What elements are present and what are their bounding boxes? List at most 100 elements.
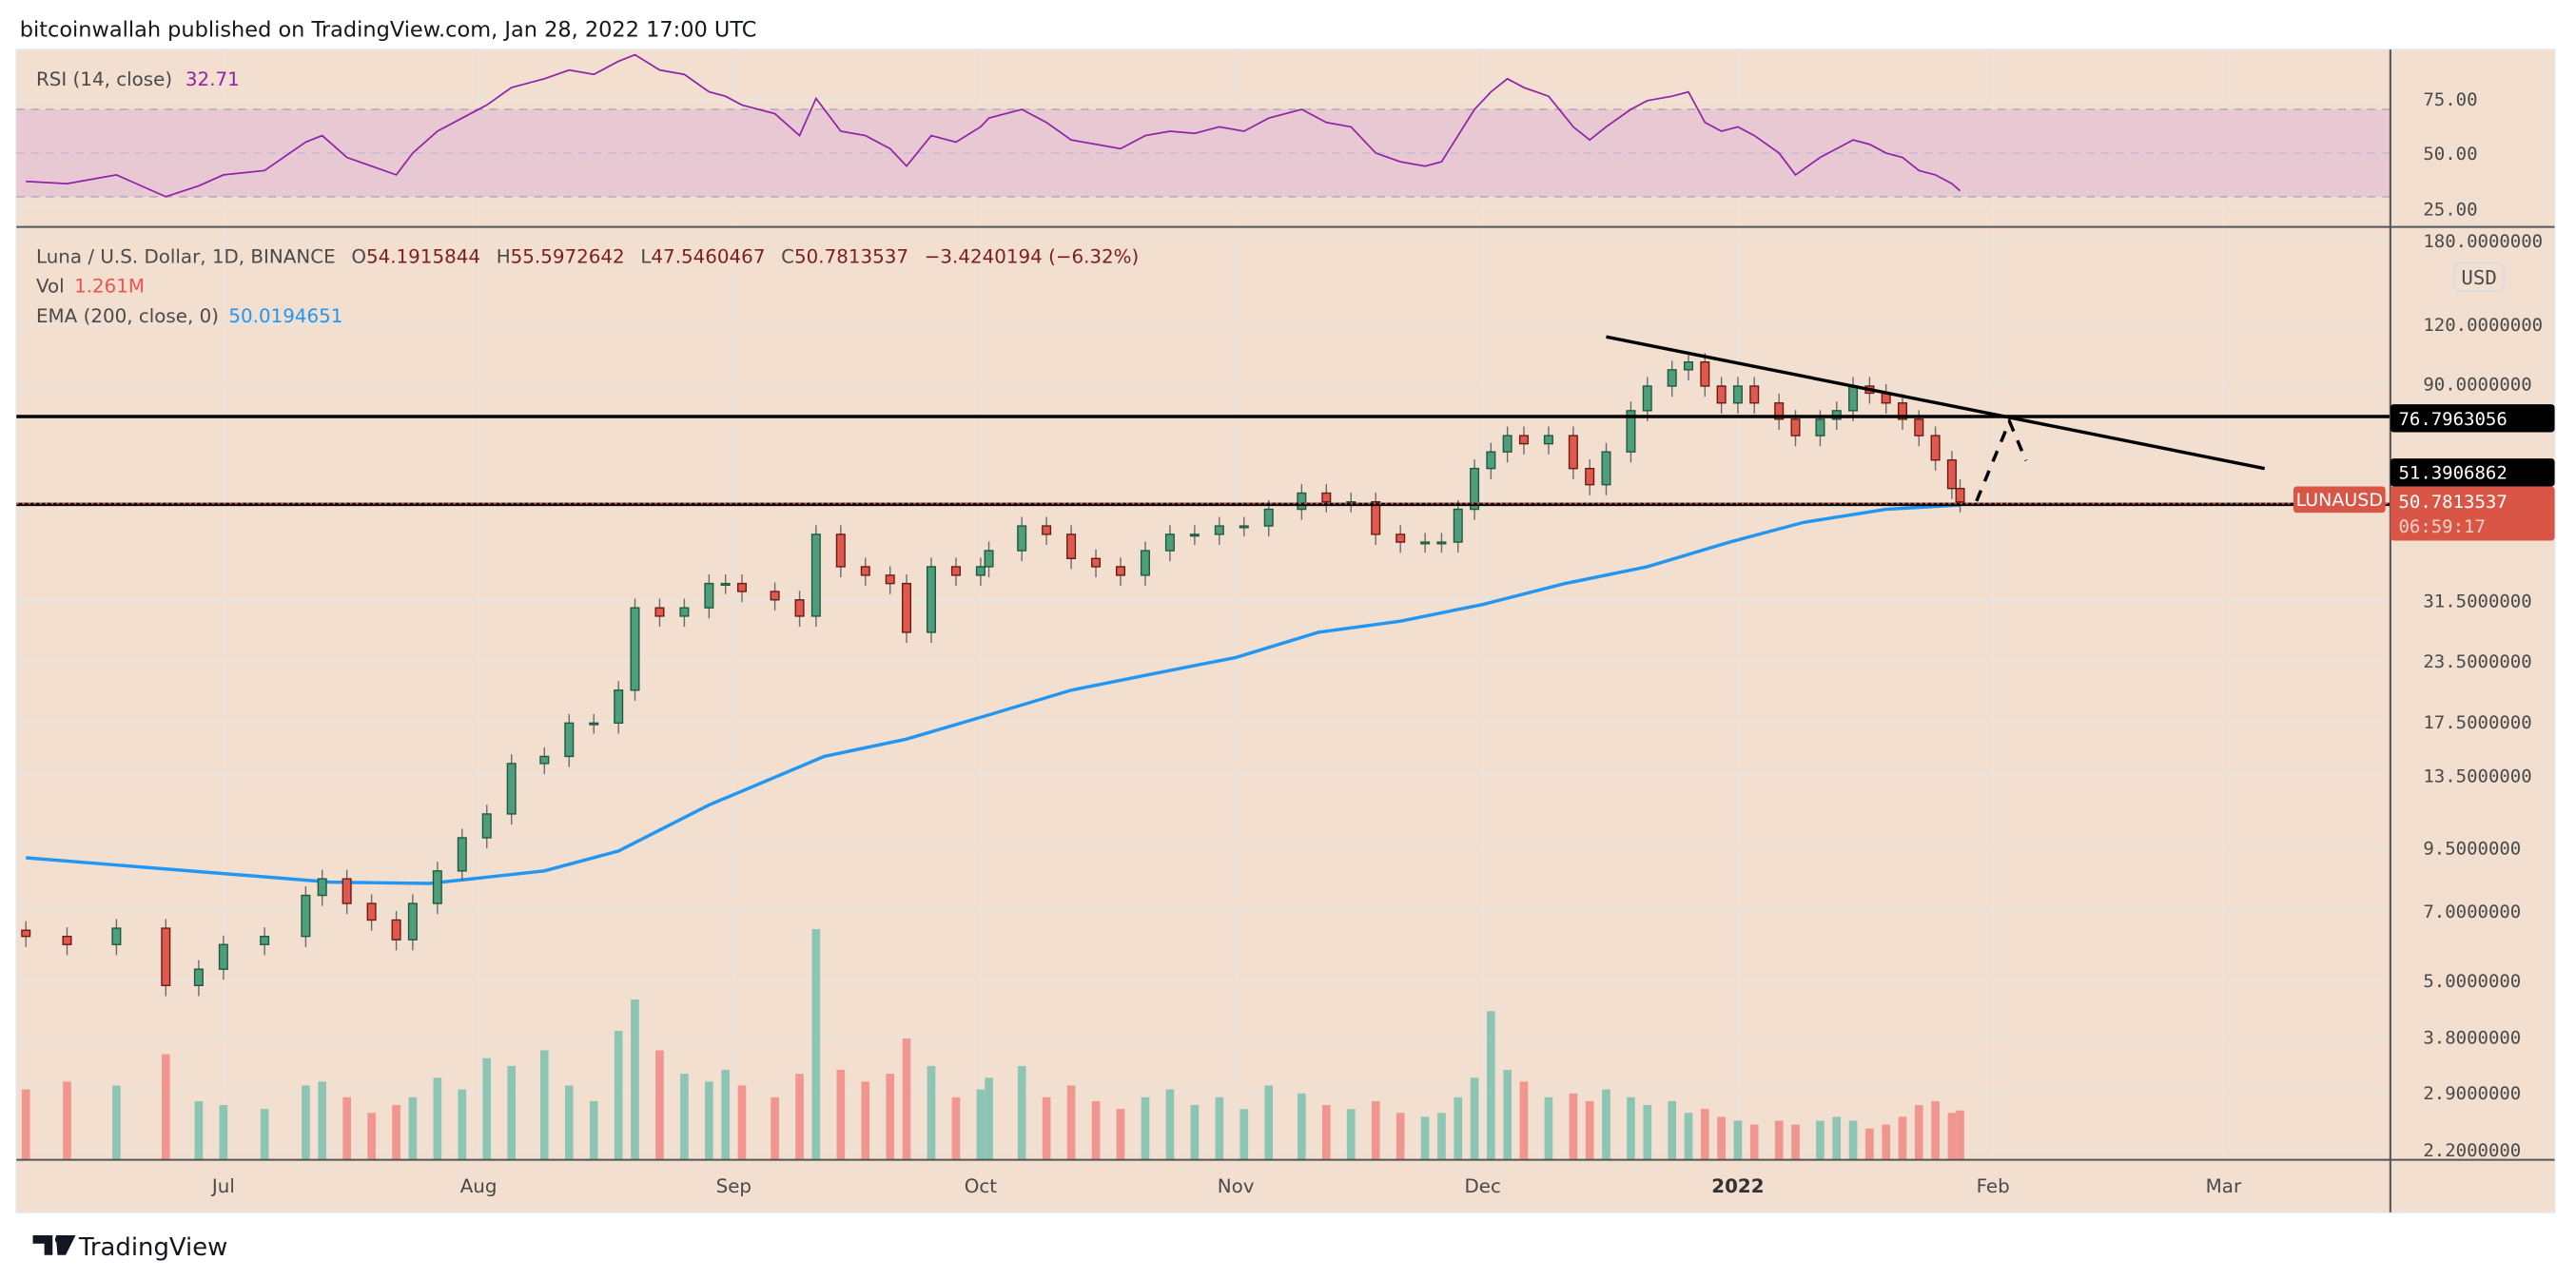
svg-text:76.7963056: 76.7963056 — [2398, 409, 2507, 430]
volume-bar — [367, 1113, 376, 1160]
time-tick-label: Oct — [965, 1175, 998, 1197]
volume-bar — [1544, 1096, 1553, 1160]
candle — [1642, 385, 1652, 412]
high-value: 55.5972642 — [511, 246, 625, 268]
volume-bar — [1931, 1100, 1940, 1160]
chart-background[interactable] — [15, 48, 2556, 1213]
symbol-tag: LUNAUSD — [2293, 486, 2386, 514]
volume-bar — [540, 1050, 549, 1160]
volume-bar — [1215, 1096, 1224, 1160]
volume-bar — [507, 1065, 517, 1160]
volume-bar — [161, 1054, 170, 1160]
resistance-price-label: 76.7963056 — [2390, 404, 2555, 433]
candle — [950, 566, 961, 576]
volume-bar — [1774, 1120, 1784, 1160]
candle — [1848, 385, 1859, 412]
volume-bar — [1091, 1100, 1101, 1160]
volume-legend: Vol 1.261M — [36, 276, 145, 298]
volume-bar — [927, 1065, 936, 1160]
price-tick-label: 3.8000000 — [2423, 1028, 2521, 1049]
volume-bar — [219, 1105, 228, 1160]
volume-bar — [1395, 1113, 1405, 1160]
volume-bar — [737, 1085, 747, 1160]
volume-bar — [1321, 1105, 1331, 1160]
published-header: bitcoinwallah published on TradingView.c… — [20, 17, 757, 42]
volume-bar — [886, 1074, 895, 1160]
usd-badge[interactable]: USD — [2453, 262, 2505, 292]
volume-bar — [655, 1050, 664, 1160]
time-tick-label: Feb — [1977, 1175, 2010, 1197]
time-tick-label: Mar — [2206, 1175, 2242, 1197]
volume-bar — [1898, 1116, 1907, 1160]
candle — [1684, 360, 1694, 371]
volume-bar — [458, 1089, 467, 1160]
candle — [1732, 385, 1743, 404]
volume-bar — [985, 1077, 993, 1160]
candle — [1091, 557, 1102, 568]
volume-bar — [1454, 1096, 1463, 1160]
symbol-name: Luna / U.S. Dollar, 1D, BINANCE — [36, 246, 336, 268]
candle — [1946, 459, 1957, 490]
volume-bar — [408, 1096, 418, 1160]
drawings[interactable] — [16, 335, 2391, 507]
price-tick-label: 2.2000000 — [2423, 1140, 2521, 1161]
price-tick-label: 120.0000000 — [2423, 315, 2543, 336]
candle — [1263, 508, 1274, 527]
candle — [1420, 541, 1431, 545]
rsi-tick: 25.00 — [2423, 200, 2477, 221]
candle — [720, 582, 731, 587]
volume-bar — [1956, 1110, 1964, 1160]
volume-bars — [21, 929, 1964, 1160]
volume-bar — [1816, 1120, 1825, 1160]
price-tick-label: 90.0000000 — [2423, 374, 2531, 395]
rsi-value: 32.71 — [185, 68, 240, 90]
volume-bar — [1627, 1096, 1635, 1160]
volume-bar — [1914, 1105, 1923, 1160]
time-axis[interactable]: Jul Aug Sep Oct Nov Dec 2022 Feb Mar — [210, 1175, 2242, 1197]
candle — [506, 763, 517, 815]
volume-bar — [1420, 1116, 1430, 1160]
candle — [1189, 533, 1200, 537]
candle — [1502, 435, 1512, 453]
volume-bar — [1684, 1113, 1693, 1160]
svg-text:USD: USD — [2461, 266, 2496, 289]
volume-bar — [1470, 1077, 1479, 1160]
price-tick-label: 180.0000000 — [2423, 231, 2543, 252]
candle — [1486, 451, 1496, 470]
volume-bar — [1848, 1120, 1858, 1160]
candle — [589, 722, 599, 726]
bar-countdown: 06:59:17 — [2398, 516, 2485, 537]
volume-bar — [1569, 1093, 1578, 1160]
rsi-tick: 50.00 — [2423, 144, 2477, 165]
ema-200-line — [26, 503, 1961, 885]
rsi-pane[interactable]: RSI (14, close) 32.71 75.00 50.00 25.00 — [16, 53, 2478, 221]
volume-bar — [1882, 1124, 1890, 1160]
close-value: 50.7813537 — [794, 246, 908, 268]
price-axis[interactable]: 180.0000000 120.0000000 90.0000000 31.50000… — [2423, 231, 2543, 1161]
candle — [317, 878, 327, 897]
candle — [391, 919, 401, 941]
volume-bar — [1832, 1116, 1842, 1160]
svg-text:50.7813537: 50.7813537 — [2398, 492, 2507, 513]
tradingview-logo[interactable]: TradingView — [32, 1233, 228, 1262]
candles — [21, 353, 1965, 997]
time-tick-label: Jul — [210, 1175, 235, 1197]
volume-bar — [302, 1085, 310, 1160]
svg-text:51.3906862: 51.3906862 — [2398, 463, 2507, 484]
candle — [62, 935, 72, 945]
volume-bar — [614, 1030, 623, 1160]
candle — [1115, 566, 1126, 576]
time-tick-label: Nov — [1218, 1175, 1255, 1197]
rsi-line — [26, 53, 1961, 198]
candle — [794, 599, 805, 617]
tradingview-brand: TradingView — [78, 1233, 227, 1262]
rsi-label: RSI (14, close) — [36, 68, 172, 90]
candle — [1066, 533, 1077, 560]
volume-bar — [902, 1038, 911, 1160]
volume-bar — [1717, 1116, 1726, 1160]
candle — [679, 607, 690, 617]
price-tick-label: 9.5000000 — [2423, 839, 2521, 860]
volume-bar — [861, 1081, 870, 1160]
candle — [1395, 533, 1406, 543]
